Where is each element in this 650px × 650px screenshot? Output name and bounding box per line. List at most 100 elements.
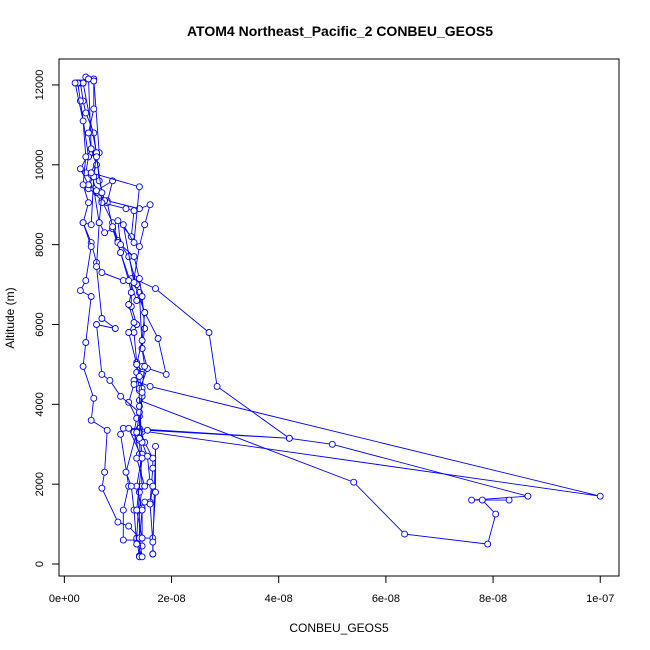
x-tick-label: 4e-08: [265, 593, 293, 605]
y-tick-label: 12000: [34, 70, 46, 101]
data-point: [135, 183, 143, 191]
data-point: [138, 553, 146, 561]
x-tick-label: 0e+00: [49, 593, 80, 605]
data-point: [82, 277, 90, 285]
data-point: [119, 221, 127, 229]
data-point: [111, 325, 119, 332]
data-point: [87, 416, 95, 424]
data-point: [90, 77, 98, 85]
data-point: [596, 492, 604, 500]
data-point: [401, 530, 409, 538]
y-tick-label: 4000: [34, 392, 46, 416]
plot-frame: [58, 58, 620, 577]
data-point: [93, 321, 100, 328]
x-tick-label: 6e-08: [372, 593, 400, 605]
data-point: [141, 362, 149, 370]
data-point: [130, 207, 138, 215]
data-point: [117, 249, 125, 257]
data-point: [79, 219, 87, 227]
data-point: [350, 478, 358, 486]
data-point: [135, 434, 143, 442]
data-point: [79, 181, 87, 189]
series-7: [71, 79, 143, 542]
data-point: [130, 253, 138, 261]
data-point: [122, 205, 130, 213]
data-point: [82, 109, 90, 117]
data-point: [85, 199, 92, 207]
data-point: [71, 79, 79, 87]
data-point: [125, 329, 133, 336]
series-9: [87, 169, 293, 542]
data-point: [117, 392, 125, 400]
data-point: [119, 536, 127, 544]
y-tick-label: 2000: [34, 472, 46, 496]
data-point: [138, 388, 146, 396]
data-point: [82, 153, 90, 161]
data-point: [135, 243, 143, 251]
data-point: [119, 506, 127, 514]
data-point: [93, 161, 100, 169]
data-point: [98, 199, 106, 207]
data-point: [205, 329, 213, 336]
y-axis-label: Altitude (m): [3, 287, 17, 348]
data-point: [149, 550, 157, 558]
data-point: [98, 189, 106, 197]
data-point: [95, 219, 103, 227]
data-point: [478, 496, 486, 504]
series-8: [93, 153, 143, 548]
data-point: [149, 482, 157, 490]
data-point: [135, 372, 143, 380]
data-point: [87, 243, 95, 251]
x-tick-label: 8e-08: [479, 593, 507, 605]
data-point: [125, 522, 133, 530]
data-point: [505, 496, 513, 504]
data-point: [524, 492, 532, 500]
data-point: [122, 468, 130, 476]
data-point: [484, 540, 492, 548]
series-line: [74, 82, 140, 539]
data-point: [468, 496, 476, 504]
data-point: [152, 285, 159, 293]
data-point: [133, 540, 141, 548]
data-point: [98, 370, 106, 378]
data-point: [141, 309, 149, 316]
data-point: [152, 488, 159, 496]
data-point: [133, 360, 141, 368]
data-point: [133, 506, 141, 514]
data-point: [492, 510, 500, 518]
data-point: [125, 301, 133, 308]
data-point: [141, 221, 149, 229]
data-point: [98, 269, 106, 277]
y-tick-label: 10000: [34, 149, 46, 180]
x-axis-label: CONBEU_GEOS5: [289, 621, 389, 635]
data-point: [109, 223, 117, 231]
data-point: [213, 382, 221, 390]
series-2: [76, 79, 604, 558]
data-point: [103, 426, 111, 434]
data-point: [146, 201, 154, 209]
data-point: [138, 454, 146, 462]
data-point: [106, 376, 114, 384]
data-point: [152, 442, 159, 450]
data-point: [143, 426, 151, 434]
data-point: [95, 177, 103, 185]
y-tick-label: 8000: [34, 232, 46, 256]
data-point: [93, 263, 100, 271]
data-point: [85, 129, 92, 137]
data-point: [328, 440, 336, 448]
data-point: [117, 241, 125, 249]
data-point: [125, 398, 133, 406]
data-point: [127, 289, 135, 296]
data-point: [98, 484, 106, 492]
x-tick-label: 1e-07: [586, 593, 614, 605]
data-point: [135, 275, 143, 283]
data-point: [285, 434, 293, 442]
data-point: [101, 468, 109, 476]
data-point: [93, 153, 100, 161]
x-tick-label: 2e-08: [157, 593, 185, 605]
data-point: [146, 382, 154, 390]
data-point: [79, 117, 87, 125]
data-point: [146, 500, 154, 508]
data-point: [149, 464, 157, 472]
data-point: [130, 380, 138, 388]
